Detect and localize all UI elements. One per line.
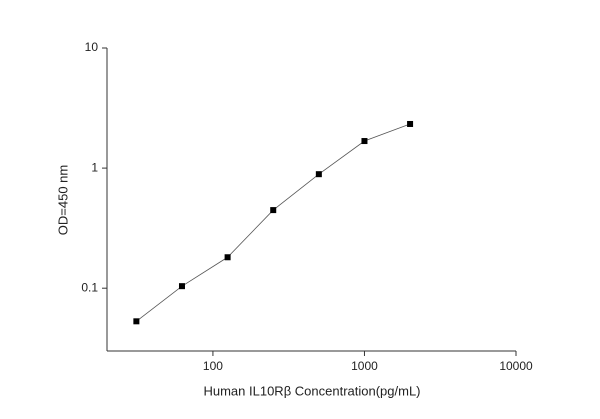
x-axis-label: Human IL10Rβ Concentration(pg/mL) <box>203 383 420 398</box>
data-point <box>315 171 322 178</box>
x-tick-label: 1000 <box>351 359 378 373</box>
y-tick-label: 1 <box>91 160 98 174</box>
data-point <box>270 207 277 214</box>
x-tick-label: 100 <box>203 359 223 373</box>
y-axis-label: OD=450 nm <box>55 165 70 235</box>
data-point <box>361 138 368 145</box>
data-point <box>178 283 185 290</box>
y-tick-label: 0.1 <box>81 280 98 294</box>
data-point <box>407 120 414 127</box>
data-point <box>133 318 140 325</box>
x-tick-label: 10000 <box>499 359 533 373</box>
series-line <box>136 123 411 322</box>
y-tick-label: 10 <box>85 40 99 54</box>
data-point <box>224 254 231 261</box>
